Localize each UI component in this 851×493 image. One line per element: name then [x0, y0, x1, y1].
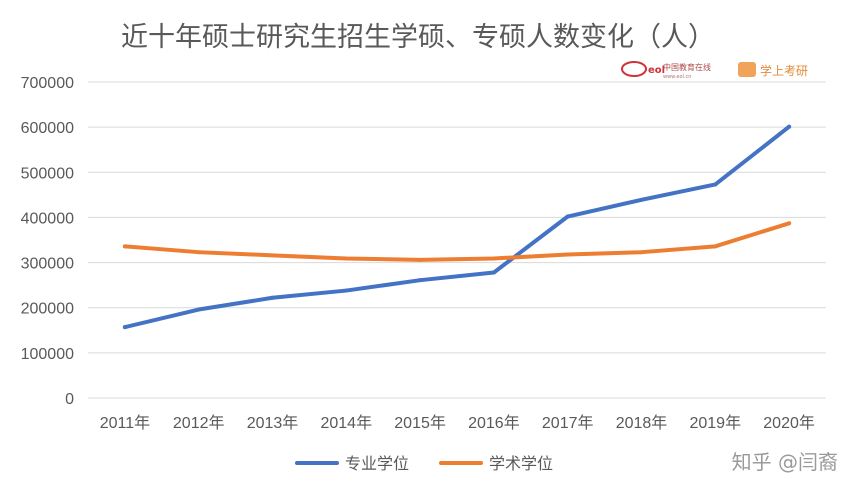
- zhihu-watermark: 知乎 @闫裔: [732, 450, 838, 474]
- data-point: [270, 295, 275, 300]
- data-point: [196, 250, 201, 255]
- data-point: [565, 214, 570, 219]
- x-axis: 2011年 2012年 2013年 2014年 2015年 2016年 2017年 2018年…: [100, 414, 815, 432]
- y-tick-label: 200000: [21, 301, 74, 318]
- legend-label: 学术学位: [489, 454, 553, 473]
- y-axis: 0 100000 200000 300000 400000 500000 600000 700…: [21, 75, 74, 408]
- xueshang-logo-icon: [738, 62, 756, 77]
- y-tick-label: 500000: [21, 165, 74, 182]
- data-point: [713, 244, 718, 249]
- data-point: [639, 197, 644, 202]
- series-line-1: [122, 221, 792, 262]
- x-tick-label: 2017年: [542, 414, 594, 432]
- data-point: [491, 270, 496, 275]
- y-tick-label: 0: [65, 391, 74, 408]
- data-point: [196, 307, 201, 312]
- x-tick-label: 2011年: [100, 414, 150, 432]
- legend: 专业学位 学术学位: [295, 454, 553, 473]
- series-line-0: [122, 124, 792, 330]
- data-point: [418, 278, 423, 283]
- y-tick-label: 700000: [21, 75, 74, 92]
- x-tick-label: 2014年: [320, 414, 372, 432]
- x-tick-label: 2019年: [689, 414, 741, 432]
- data-point: [713, 182, 718, 187]
- data-point: [344, 288, 349, 293]
- x-tick-label: 2016年: [468, 414, 520, 432]
- y-tick-label: 300000: [21, 256, 74, 273]
- watermark-xueshang: 学上考研: [738, 62, 808, 78]
- y-tick-label: 600000: [21, 120, 74, 137]
- x-tick-label: 2020年: [763, 414, 815, 432]
- data-point: [418, 257, 423, 262]
- series: [122, 124, 792, 330]
- data-point: [787, 221, 792, 226]
- x-tick-label: 2015年: [394, 414, 446, 432]
- x-tick-label: 2013年: [247, 414, 299, 432]
- legend-label: 专业学位: [345, 454, 409, 473]
- x-tick-label: 2012年: [173, 414, 225, 432]
- gridlines: [88, 81, 826, 399]
- eol-logo-text: 中国教育在线: [663, 62, 711, 72]
- data-point: [491, 256, 496, 261]
- y-tick-label: 100000: [21, 346, 74, 363]
- eol-logo-icon: [621, 61, 647, 77]
- watermark-eol: eol 中国教育在线 www.eol.cn: [621, 61, 711, 80]
- data-point: [639, 250, 644, 255]
- eol-logo-sub: www.eol.cn: [663, 74, 691, 80]
- data-point: [565, 252, 570, 257]
- data-point: [122, 325, 127, 330]
- data-point: [344, 256, 349, 261]
- eol-logo-mark: eol: [648, 65, 665, 76]
- data-point: [787, 124, 792, 129]
- xueshang-logo-text: 学上考研: [760, 63, 808, 78]
- data-point: [270, 253, 275, 258]
- data-point: [122, 244, 127, 249]
- y-tick-label: 400000: [21, 210, 74, 227]
- x-tick-label: 2018年: [616, 414, 668, 432]
- chart-title: 近十年硕士研究生招生学硕、专硕人数变化（人）: [121, 22, 715, 53]
